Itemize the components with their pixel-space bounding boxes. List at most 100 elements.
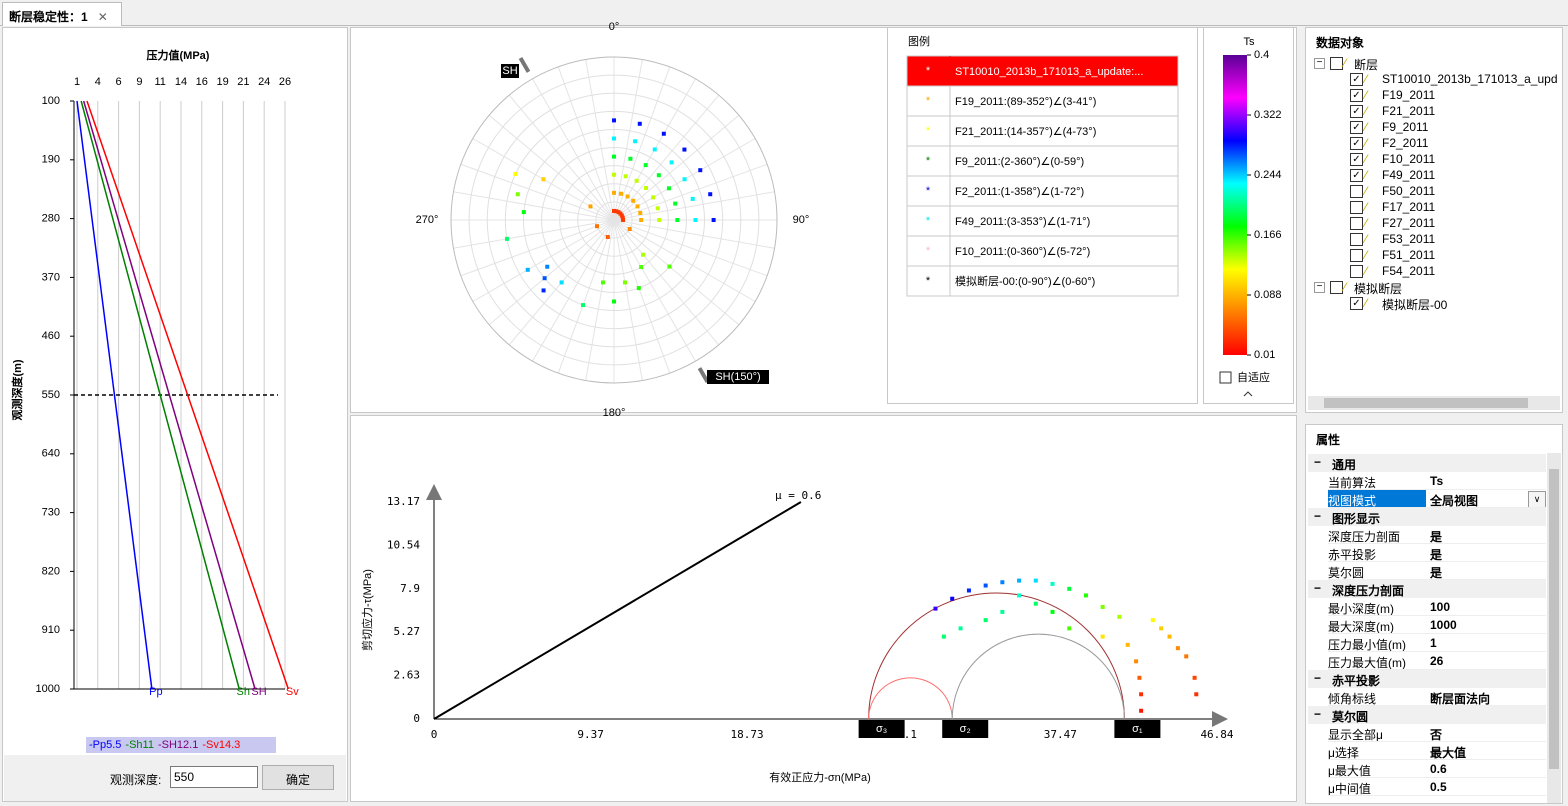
legend-row <box>906 145 1179 177</box>
stress-point <box>1175 646 1180 651</box>
property-value: 0.6 <box>1430 762 1447 776</box>
collapse-icon <box>1243 391 1253 397</box>
sigma-label: σ₂ <box>960 723 971 735</box>
checkbox[interactable] <box>1350 249 1363 262</box>
ring <box>541 147 687 293</box>
checkbox[interactable]: ✓ <box>1350 169 1363 182</box>
property-name: 显示全部μ <box>1328 728 1383 742</box>
pole-point <box>635 204 640 209</box>
tab-close[interactable]: ✕ <box>97 10 108 24</box>
checkbox[interactable]: ✓ <box>1350 105 1363 118</box>
stress-point <box>1000 580 1005 585</box>
confirm-button[interactable]: 确定 <box>262 765 334 790</box>
pole-point <box>638 210 643 215</box>
checkbox[interactable] <box>1350 233 1363 246</box>
checkbox[interactable] <box>1330 57 1343 70</box>
property-name: 倾角标线 <box>1328 692 1377 706</box>
colorbar <box>1223 55 1247 355</box>
checkbox[interactable]: ✓ <box>1350 137 1363 150</box>
section-header <box>1308 670 1546 688</box>
sh-label: SH <box>502 65 517 77</box>
icon: ⁄ <box>1365 168 1368 182</box>
row-line <box>1328 759 1546 760</box>
property-name: μ选择 <box>1328 746 1359 760</box>
stress-point <box>1194 692 1199 697</box>
checkbox[interactable] <box>1350 217 1363 230</box>
spoke <box>585 219 615 381</box>
legend-entry: ST10010_2013b_171013_a_update:... <box>955 66 1143 78</box>
icon: ⁄ <box>1365 248 1368 262</box>
pole-point <box>605 235 610 240</box>
legend-entry: F49_2011:(3-353°)∠(1-71°) <box>955 216 1090 228</box>
row-line <box>1328 507 1546 508</box>
depth-input[interactable]: 550 <box>170 766 258 788</box>
row-line <box>1328 615 1546 616</box>
ring <box>468 74 760 366</box>
tab-bar: 断层稳定性：1 ✕ <box>0 0 1568 26</box>
checkbox[interactable] <box>1350 185 1363 198</box>
colorbar-tick-label: 0.244 <box>1254 169 1282 181</box>
ring <box>522 128 706 312</box>
legend-marker: * <box>926 245 931 257</box>
pole-point <box>675 218 680 222</box>
stress-point <box>1192 675 1197 680</box>
property-name: μ中间值 <box>1328 782 1371 796</box>
property-value: 是 <box>1430 530 1443 544</box>
checkbox[interactable] <box>1350 265 1363 278</box>
sigma-label: σ₃ <box>876 723 887 735</box>
row-line <box>1328 579 1546 580</box>
checkbox[interactable]: ✓ <box>1350 297 1363 310</box>
spoke <box>613 59 643 221</box>
icon: ⁄ <box>1365 184 1368 198</box>
data-objects-panel: 数据对象 − ⁄ 断层 ✓ ⁄ ST10010_2013b_171013_a_upd ✓ ⁄ F1… <box>1305 27 1563 413</box>
expander: − <box>1314 282 1325 293</box>
item-label: F21_2011 <box>1382 104 1436 118</box>
expander: − <box>1314 58 1325 69</box>
mohr-circle <box>951 633 1125 720</box>
property-value: 1 <box>1430 636 1437 650</box>
stress-point <box>1033 578 1038 583</box>
pole-point <box>634 178 639 183</box>
pole-point <box>667 264 672 269</box>
checkbox[interactable]: ✓ <box>1350 73 1363 86</box>
sh-azimuth-label: SH(150°) <box>715 371 760 383</box>
pole-point <box>643 163 648 168</box>
item-label: ST10010_2013b_171013_a_upd <box>1382 72 1558 86</box>
pole-point <box>621 218 626 222</box>
pole-point <box>612 208 616 213</box>
properties-panel: 属性 − 通用 当前算法 Ts 视图模式 全局视图 ∨ − 图形显示 深度压力剖面是赤平投影是莫尔圆… <box>1305 424 1563 804</box>
pole-point <box>619 213 624 218</box>
checkbox[interactable] <box>1350 201 1363 214</box>
x-tick-label: 21 <box>237 76 249 88</box>
colorbar-box <box>1203 27 1294 404</box>
tab[interactable]: 断层稳定性：1 ✕ <box>2 2 122 26</box>
angle-label: 0° <box>609 21 620 33</box>
x-tick-label: 9.37 <box>577 728 604 741</box>
pole-point <box>541 177 546 182</box>
x-tick-label: 46.84 <box>1200 728 1233 741</box>
axis-arrow <box>1212 711 1228 727</box>
checkbox[interactable] <box>1219 371 1232 384</box>
scroll-thumb <box>1549 469 1559 769</box>
checkbox-label: 自适应 <box>1237 370 1270 384</box>
y-tick-label: 7.9 <box>400 582 420 595</box>
checkbox[interactable] <box>1330 281 1343 294</box>
checkbox[interactable]: ✓ <box>1350 153 1363 166</box>
colorbar-tick-label: 0.166 <box>1254 229 1282 241</box>
legend-marker: * <box>926 65 931 77</box>
checkbox[interactable]: ✓ <box>1350 121 1363 134</box>
pole-point <box>612 154 616 159</box>
x-tick-label: 18.73 <box>731 728 764 741</box>
item-label: 模拟断层-00 <box>1382 298 1448 312</box>
property-name: 当前算法 <box>1328 476 1377 490</box>
pole-point <box>542 276 547 281</box>
section-name: 图形显示 <box>1332 512 1381 526</box>
icon: ⁄ <box>1365 296 1368 310</box>
pole-point <box>652 147 657 152</box>
checkbox[interactable]: ✓ <box>1350 89 1363 102</box>
property-name: 赤平投影 <box>1328 548 1377 562</box>
colorbar-tick-label: 0.322 <box>1254 109 1282 121</box>
x-tick-label: 0 <box>431 728 438 741</box>
pole-point <box>633 139 638 144</box>
